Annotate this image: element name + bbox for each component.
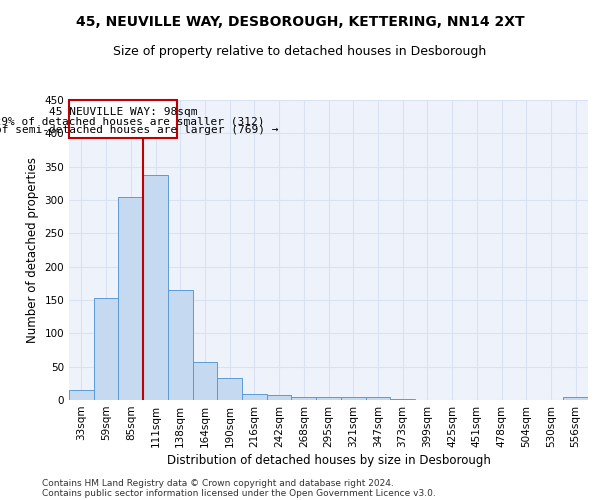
Y-axis label: Number of detached properties: Number of detached properties <box>26 157 39 343</box>
Bar <box>69 390 94 400</box>
Bar <box>217 378 242 400</box>
Bar <box>341 396 365 400</box>
Bar <box>365 396 390 400</box>
Text: ← 29% of detached houses are smaller (312): ← 29% of detached houses are smaller (31… <box>0 116 265 126</box>
Text: Contains HM Land Registry data © Crown copyright and database right 2024.: Contains HM Land Registry data © Crown c… <box>42 478 394 488</box>
Bar <box>193 362 217 400</box>
Bar <box>94 298 118 400</box>
Bar <box>168 290 193 400</box>
X-axis label: Distribution of detached houses by size in Desborough: Distribution of detached houses by size … <box>167 454 490 467</box>
Text: 45, NEUVILLE WAY, DESBOROUGH, KETTERING, NN14 2XT: 45, NEUVILLE WAY, DESBOROUGH, KETTERING,… <box>76 15 524 29</box>
Bar <box>69 100 176 138</box>
Text: 45 NEUVILLE WAY: 98sqm: 45 NEUVILLE WAY: 98sqm <box>49 106 197 117</box>
Bar <box>267 396 292 400</box>
Text: Size of property relative to detached houses in Desborough: Size of property relative to detached ho… <box>113 45 487 58</box>
Bar <box>143 174 168 400</box>
Bar <box>118 196 143 400</box>
Text: Contains public sector information licensed under the Open Government Licence v3: Contains public sector information licen… <box>42 488 436 498</box>
Bar <box>316 398 341 400</box>
Bar <box>242 394 267 400</box>
Bar <box>292 396 316 400</box>
Text: 71% of semi-detached houses are larger (769) →: 71% of semi-detached houses are larger (… <box>0 126 278 136</box>
Bar <box>563 398 588 400</box>
